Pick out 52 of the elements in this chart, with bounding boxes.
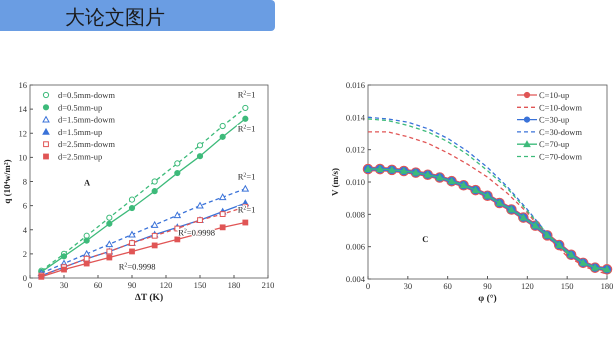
x-tick-label: 60 [94, 280, 102, 290]
annotation: R$^{2}$=1 [238, 123, 256, 134]
y-tick-label: 0.012 [346, 144, 365, 155]
legend-label: C=10-dowm [539, 102, 582, 112]
x-axis-title: ΔT (K) [134, 293, 164, 303]
x-tick-label: 120 [520, 281, 534, 291]
annotation: R$^{2}$=1 [238, 90, 256, 100]
y-axis-title: V (m/s) [330, 168, 340, 196]
y-tick-label: 8 [22, 176, 27, 186]
y-tick-label: 4 [22, 224, 28, 235]
annotation: C [422, 234, 428, 244]
legend-label: d=0.5mm-dowm [58, 90, 116, 100]
x-tick-label: 30 [404, 281, 412, 291]
x-tick-label: 150 [194, 280, 206, 290]
legend-label: C=70-up [539, 139, 570, 150]
legend-label: C=10-up [539, 90, 570, 100]
y-tick-label: 0.004 [346, 274, 366, 284]
x-tick-label: 60 [443, 281, 452, 291]
y-tick-label: 6 [22, 200, 27, 211]
x-tick-label: 30 [60, 280, 68, 290]
y-tick-label: 0 [22, 273, 27, 283]
annotation: R$^{2}$=1 [238, 172, 256, 182]
legend-label: C=70-dowm [539, 152, 582, 162]
y-axis-title: q (10⁴w/m²) [2, 159, 12, 204]
y-tick-label: 14 [18, 104, 28, 114]
legend-label: d=2.5mm-up [58, 152, 102, 162]
annotation: A [84, 177, 92, 188]
y-tick-label: 12 [18, 128, 27, 138]
y-tick-label: 0.014 [346, 112, 366, 122]
legend-label: C=30-dowm [539, 126, 582, 137]
annotation: R$^{2}$=0.9998 [118, 261, 156, 272]
legend-label: d=1.5mm-up [58, 126, 102, 137]
y-tick-label: 0.010 [346, 177, 365, 187]
x-tick-label: 180 [228, 280, 240, 290]
x-tick-label: 120 [160, 280, 172, 290]
y-tick-label: 10 [18, 152, 27, 162]
y-tick-label: 0.006 [346, 242, 365, 252]
y-tick-label: 2 [22, 248, 27, 259]
legend-label: d=1.5mm-dowm [58, 114, 116, 125]
y-tick-label: 0.016 [346, 80, 365, 90]
legend-label: d=2.5mm-dowm [58, 139, 116, 150]
x-axis-title: φ (°) [478, 294, 497, 304]
x-tick-label: 150 [560, 281, 574, 291]
legend-label: C=30-up [539, 114, 570, 125]
x-tick-label: 90 [483, 281, 492, 291]
x-tick-label: 180 [600, 281, 614, 291]
y-tick-label: 16 [18, 80, 27, 90]
legend-label: d=0.5mm-up [58, 102, 102, 112]
x-tick-label: 90 [128, 280, 136, 290]
y-tick-label: 0.008 [346, 209, 365, 220]
chart-title: 大论文图片 [65, 5, 165, 29]
x-tick-label: 210 [262, 280, 274, 290]
